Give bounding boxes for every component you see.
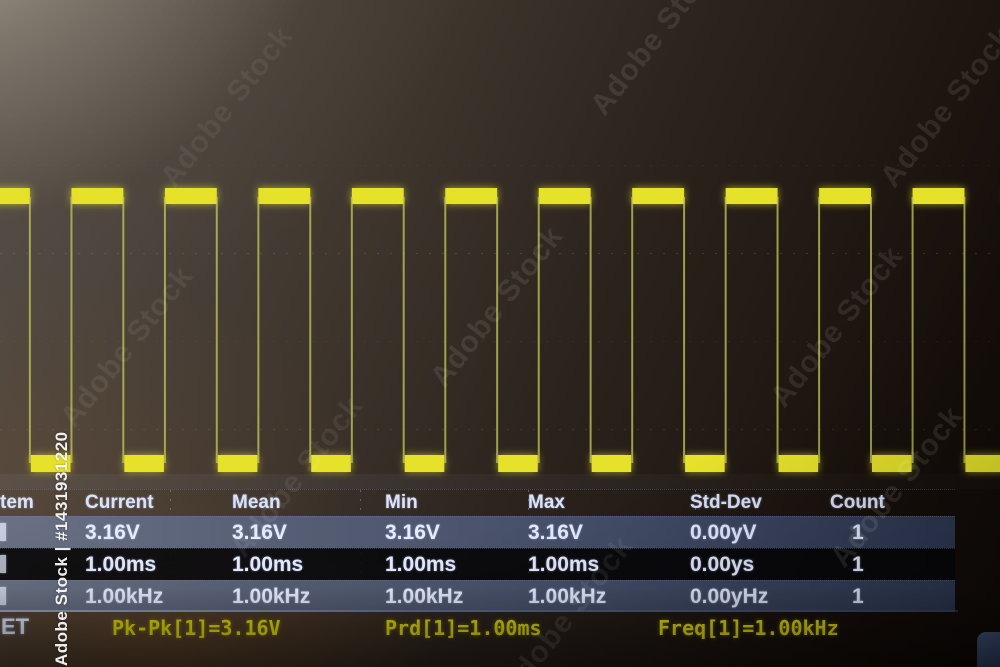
- watermark-side-text: Adobe Stock | #1431931220: [52, 431, 71, 666]
- readout-period: Prd[1]=1.00ms: [385, 616, 542, 640]
- period-mean: 1.00ms: [232, 553, 304, 576]
- table-row-frequency: 1.00kHz 1.00kHz 1.00kHz 1.00kHz 0.00yHz …: [0, 580, 955, 612]
- waveform-trace-ch1: [0, 188, 1000, 472]
- table-row-pkpk: 3.16V 3.16V 3.16V 3.16V 0.00yV 1: [0, 516, 955, 548]
- column-header-min: Min: [385, 492, 418, 513]
- period-current: 1.00ms: [85, 553, 157, 576]
- pkpk-count: 1: [852, 521, 864, 544]
- cutoff-text-fragment: [0, 555, 6, 573]
- measurements-table: tem Current Mean Min Max Std-Dev Count 3…: [0, 489, 955, 612]
- cutoff-text-fragment: [0, 587, 6, 605]
- column-header-stddev: Std-Dev: [690, 492, 762, 513]
- table-bottom-border: [0, 610, 958, 612]
- corner-nav-button[interactable]: [977, 632, 1000, 667]
- pkpk-max: 3.16V: [528, 521, 583, 544]
- column-header-count: Count: [830, 492, 885, 513]
- freq-min: 1.00kHz: [385, 585, 464, 608]
- graticule-hline: [0, 165, 1000, 166]
- item-cell-partial: [0, 581, 85, 612]
- freq-stddev: 0.00yHz: [690, 585, 769, 608]
- readout-pkpk: Pk-Pk[1]=3.16V: [112, 616, 281, 640]
- freq-count: 1: [852, 585, 864, 608]
- freq-mean: 1.00kHz: [232, 585, 311, 608]
- item-cell-partial: [0, 549, 85, 580]
- column-header-current: Current: [85, 492, 154, 513]
- readout-frequency: Freq[1]=1.00kHz: [658, 616, 839, 640]
- pkpk-mean: 3.16V: [232, 521, 287, 544]
- freq-max: 1.00kHz: [528, 585, 607, 608]
- graticule-hline-center: [0, 253, 1000, 254]
- graticule-hline: [0, 341, 1000, 342]
- period-count: 1: [852, 553, 864, 576]
- pkpk-current: 3.16V: [85, 521, 140, 544]
- item-cell-partial: [0, 517, 85, 548]
- measurement-readout-bar: ET Pk-Pk[1]=3.16V Prd[1]=1.00ms Freq[1]=…: [0, 612, 1000, 667]
- column-header-max: Max: [528, 492, 565, 513]
- freq-current: 1.00kHz: [85, 585, 164, 608]
- column-header-mean: Mean: [232, 492, 281, 513]
- pkpk-stddev: 0.00yV: [690, 521, 757, 544]
- period-min: 1.00ms: [385, 553, 457, 576]
- partial-left-label: ET: [1, 614, 30, 639]
- period-stddev: 0.00ys: [690, 553, 755, 576]
- glare-band: [0, 474, 1000, 489]
- graticule-hline: [0, 429, 1000, 430]
- column-header-item-partial: tem: [0, 492, 34, 513]
- period-max: 1.00ms: [528, 553, 600, 576]
- cutoff-text-fragment: [0, 523, 6, 541]
- table-header-row: tem Current Mean Min Max Std-Dev Count: [0, 489, 955, 516]
- pkpk-min: 3.16V: [385, 521, 440, 544]
- table-row-period: 1.00ms 1.00ms 1.00ms 1.00ms 0.00ys 1: [0, 548, 955, 580]
